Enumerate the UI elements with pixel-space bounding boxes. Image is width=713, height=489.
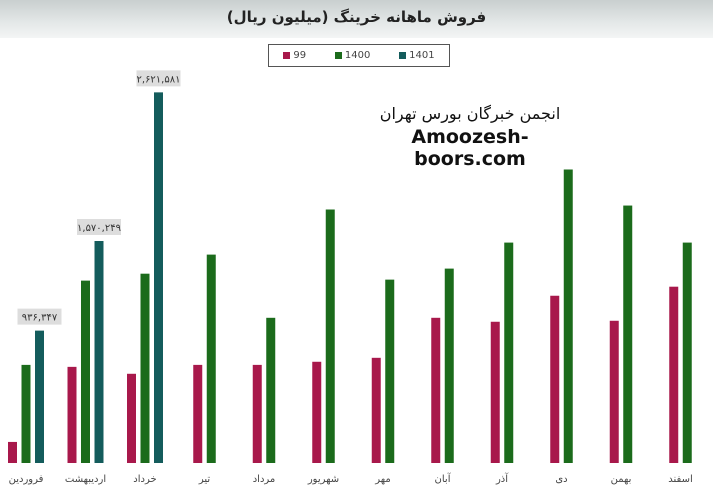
- data-label: ۹۳۶,۳۴۷: [22, 313, 58, 324]
- bar-1400-10: [623, 205, 633, 463]
- x-tick-label: شهریور: [307, 474, 339, 485]
- bar-1401-0: [35, 330, 44, 463]
- bar-99-7: [431, 317, 441, 463]
- x-tick-label: اسفند: [668, 474, 692, 485]
- legend-swatch: [334, 52, 342, 59]
- title-bar: [0, 0, 713, 38]
- bar-1400-0: [21, 364, 31, 463]
- bar-99-6: [371, 357, 381, 463]
- bar-1400-8: [504, 242, 514, 463]
- legend-label: 99: [293, 50, 307, 61]
- x-tick-label: آبان: [435, 472, 452, 485]
- bar-1400-4: [266, 317, 276, 463]
- legend-swatch: [399, 52, 407, 59]
- bar-1401-1: [94, 240, 104, 463]
- bar-1400-5: [325, 209, 335, 463]
- bar-1400-2: [140, 273, 150, 463]
- x-tick-label: فروردین: [9, 474, 44, 485]
- bar-99-2: [127, 373, 136, 463]
- data-label: ۱,۵۷۰,۲۴۹: [77, 223, 121, 234]
- bar-99-10: [609, 320, 619, 463]
- bar-1401-2: [154, 92, 163, 464]
- bar-99-3: [193, 364, 203, 463]
- data-label: ۲,۶۲۱,۵۸۱: [137, 74, 181, 85]
- legend-swatch: [283, 52, 291, 59]
- watermark-text: انجمن خبرگان بورس تهران: [379, 104, 561, 123]
- x-tick-label: خرداد: [133, 474, 156, 485]
- bar-1400-11: [682, 242, 692, 463]
- bar-1400-1: [81, 280, 90, 463]
- bar-99-1: [67, 366, 77, 463]
- bar-1400-6: [385, 279, 395, 463]
- legend-label: 1401: [409, 50, 435, 61]
- bar-99-4: [252, 364, 262, 463]
- legend-label: 1400: [344, 50, 371, 61]
- x-tick-label: آذر: [495, 472, 509, 485]
- bar-99-0: [8, 441, 17, 463]
- x-tick-label: تیر: [198, 474, 211, 485]
- x-tick-label: اردیبهشت: [65, 474, 106, 485]
- bar-99-5: [312, 361, 322, 463]
- bar-1400-3: [206, 254, 216, 463]
- bar-99-9: [550, 295, 560, 463]
- bar-99-11: [669, 286, 679, 463]
- bar-1400-7: [444, 268, 454, 463]
- watermark-url: Amoozesh-boors.com: [411, 126, 529, 170]
- legend-item-1401: 1401: [399, 50, 435, 61]
- x-tick-label: بهمن: [611, 474, 632, 485]
- x-tick-label: مهر: [374, 474, 390, 485]
- legend: 99 1400 1401: [268, 44, 450, 67]
- legend-item-99: 99: [283, 50, 306, 61]
- bar-99-8: [490, 321, 500, 463]
- x-tick-label: دی: [555, 474, 567, 485]
- chart-title: فروش ماهانه خرینگ (میلیون ریال): [226, 8, 487, 26]
- x-tick-label: مرداد: [253, 474, 276, 485]
- legend-item-1400: 1400: [334, 50, 371, 61]
- data-label-box: [136, 70, 181, 87]
- data-label-box: [77, 218, 121, 235]
- data-label-box: [17, 308, 62, 325]
- bar-1400-9: [563, 169, 573, 463]
